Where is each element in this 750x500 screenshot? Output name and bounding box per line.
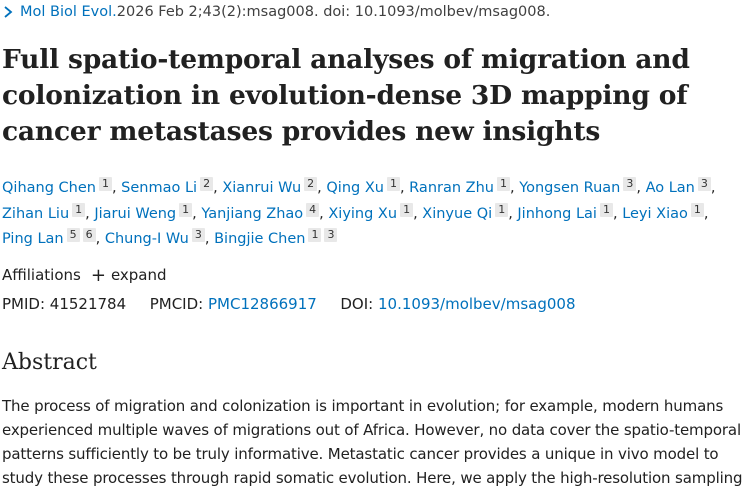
article-title: Full spatio-temporal analyses of migrati… (2, 44, 690, 147)
affiliation-badge[interactable]: 3 (324, 228, 338, 242)
affiliation-badge[interactable]: 3 (697, 177, 711, 191)
author-name-link[interactable]: Qing Xu (326, 180, 384, 196)
author-list: Qihang Chen 1, Senmao Li 2, Xianrui Wu 2, Q… (2, 176, 742, 253)
affiliation-badge[interactable]: 1 (400, 202, 414, 217)
affiliation-badge[interactable]: 1 (72, 202, 86, 217)
affiliation-badge[interactable]: 1 (179, 202, 193, 217)
affiliation-badge[interactable]: 1 (308, 228, 322, 242)
author-item: Bingjie Chen 1 3 (214, 228, 338, 247)
author-name-link[interactable]: Xiying Xu (328, 205, 398, 222)
affiliation-badge[interactable]: 1 (386, 177, 400, 191)
author-item: Qing Xu 1, (326, 177, 405, 196)
author-item: Xiying Xu 1, (328, 202, 418, 222)
author-name-link[interactable]: Ranran Zhu (409, 180, 494, 196)
pmcid-link[interactable]: PMC12866917 (208, 295, 317, 313)
abstract-heading: Abstract (2, 350, 97, 375)
affiliation-badge[interactable]: 1 (690, 202, 704, 217)
affiliations-label: Affiliations (2, 266, 81, 284)
pmid-value: 41521784 (49, 295, 127, 313)
affiliation-badge[interactable]: 1 (599, 202, 613, 217)
affiliation-badge[interactable]: 1 (98, 177, 112, 191)
expand-affiliations-button[interactable]: expand (110, 266, 167, 284)
affiliation-badge[interactable]: 1 (495, 202, 509, 217)
citation-details: 2026 Feb 2;43(2):msag008. doi: 10.1093/m… (116, 4, 551, 20)
journal-name-link[interactable]: Mol Biol Evol. (20, 4, 117, 20)
author-name-link[interactable]: Zihan Liu (2, 205, 70, 222)
abstract-text: The process of migration and colonizatio… (2, 397, 743, 487)
author-item: Ping Lan 5 6, (2, 228, 101, 247)
pmid-label: PMID: (2, 295, 46, 313)
author-name-link[interactable]: Ping Lan (2, 231, 64, 247)
author-item: Xinyue Qi 1, (422, 202, 513, 222)
author-item: Senmao Li 2, (121, 177, 218, 196)
author-item: Jinhong Lai 1, (517, 202, 618, 222)
author-name-link[interactable]: Ao Lan (645, 180, 695, 196)
author-item: Qihang Chen 1, (2, 177, 117, 196)
affiliation-badge[interactable]: 4 (306, 202, 320, 217)
affiliation-badge[interactable]: 2 (304, 177, 318, 191)
chevron-right-icon[interactable] (2, 5, 14, 19)
author-item: Xianrui Wu 2, (222, 177, 322, 196)
author-name-link[interactable]: Senmao Li (121, 180, 198, 196)
author-name-link[interactable]: Xinyue Qi (422, 205, 493, 222)
author-item: Zihan Liu 1, (2, 202, 90, 222)
affiliation-badge[interactable]: 1 (496, 177, 510, 191)
author-name-link[interactable]: Yongsen Ruan (519, 180, 621, 196)
journal-citation: Mol Biol Evol. 2026 Feb 2;43(2):msag008.… (2, 4, 550, 20)
author-name-link[interactable]: Jinhong Lai (517, 205, 597, 222)
author-name-link[interactable]: Xianrui Wu (222, 180, 302, 196)
author-item: Yanjiang Zhao 4, (201, 202, 324, 222)
author-name-link[interactable]: Chung-I Wu (104, 231, 189, 247)
affiliation-badge[interactable]: 5 (66, 228, 80, 242)
author-item: Ao Lan 3, (645, 177, 716, 196)
doi-link[interactable]: 10.1093/molbev/msag008 (378, 295, 576, 313)
author-item: Yongsen Ruan 3, (519, 177, 641, 196)
author-name-link[interactable]: Qihang Chen (2, 180, 96, 196)
affiliation-badge[interactable]: 3 (623, 177, 637, 191)
author-name-link[interactable]: Yanjiang Zhao (201, 205, 304, 222)
affiliations-row: Affiliations + expand (2, 266, 167, 284)
affiliation-badge[interactable]: 3 (191, 228, 205, 242)
affiliation-badge[interactable]: 6 (82, 228, 96, 242)
author-item: Chung-I Wu 3, (104, 228, 210, 247)
plus-icon[interactable]: + (90, 264, 106, 286)
author-name-link[interactable]: Bingjie Chen (214, 231, 306, 247)
identifiers-row: PMID: 41521784 PMCID: PMC12866917 DOI: 1… (2, 295, 576, 313)
doi-label: DOI: (340, 295, 374, 313)
author-name-link[interactable]: Jiarui Weng (94, 205, 177, 222)
pmcid-label: PMCID: (149, 295, 204, 313)
author-name-link[interactable]: Leyi Xiao (622, 205, 688, 222)
author-item: Jiarui Weng 1, (94, 202, 197, 222)
affiliation-badge[interactable]: 2 (200, 177, 214, 191)
author-item: Leyi Xiao 1, (622, 202, 709, 222)
author-item: Ranran Zhu 1, (409, 177, 515, 196)
